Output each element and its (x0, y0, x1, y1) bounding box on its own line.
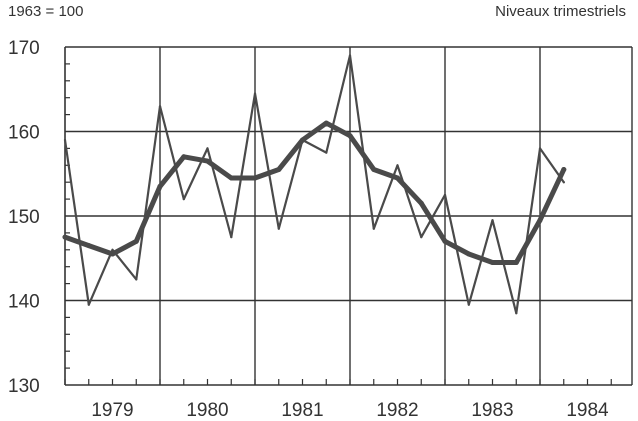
x-tick-label-1983: 1983 (471, 400, 513, 421)
series-point-thin-2 (111, 248, 114, 251)
x-tick-label-1982: 1982 (376, 400, 418, 421)
series-point-thin-12 (348, 54, 352, 57)
series-point-thick-20 (537, 217, 543, 223)
series-point-thin-11 (325, 151, 328, 154)
series-point-thick-1 (86, 243, 92, 249)
series-point-thick-17 (466, 251, 472, 257)
series-point-thin-15 (420, 236, 423, 239)
series-point-thin-18 (491, 219, 494, 222)
series-point-thick-18 (490, 260, 495, 265)
series-point-thin-3 (135, 278, 138, 281)
y-tick-label-140: 140 (8, 292, 40, 313)
series-point-thick-12 (347, 133, 353, 139)
series-point-thick-21 (561, 167, 567, 172)
series-point-thin-13 (372, 227, 375, 230)
series-point-thick-2 (110, 251, 115, 257)
series-point-thick-11 (323, 120, 329, 126)
series-point-thick-4 (157, 183, 163, 189)
series-point-thick-7 (228, 175, 234, 181)
series-point-thin-14 (396, 164, 399, 167)
index-base-label: 1963 = 100 (8, 3, 84, 20)
y-tick-label-160: 160 (8, 123, 40, 144)
label-layer: 130 140 150 160 170 1979 1980 1981 1982 1983 1984 (8, 38, 609, 421)
series-point-thick-16 (442, 238, 448, 244)
series-point-thick-6 (205, 158, 210, 164)
series-point-thin-20 (538, 147, 542, 150)
series-point-thick-13 (371, 167, 377, 172)
axis-layer (64, 47, 632, 386)
x-tick-label-1984: 1984 (566, 400, 609, 421)
series-point-thin-17 (467, 303, 470, 306)
series-point-thick-9 (276, 167, 282, 172)
series-point-thick-19 (513, 260, 519, 265)
series-point-thin-6 (206, 147, 209, 150)
x-tick-label-1980: 1980 (186, 400, 228, 421)
series-point-thin-16 (443, 193, 447, 196)
series-line-thick (62, 120, 567, 265)
series-point-thin-7 (230, 236, 233, 239)
series-point-thin-8 (253, 92, 257, 95)
levels-note-label: Niveaux trimestriels (495, 3, 626, 20)
series-point-thin-1 (87, 303, 90, 306)
grid-layer (65, 46, 633, 385)
series-line-thin (63, 54, 565, 315)
y-tick-label-170: 170 (8, 38, 40, 59)
series-point-thick-14 (395, 175, 400, 181)
series-point-thick-0 (62, 234, 68, 240)
series-point-thin-4 (158, 105, 162, 108)
series-point-thin-9 (277, 227, 280, 230)
series-point-thick-5 (181, 154, 187, 160)
x-tick-label-1981: 1981 (281, 400, 323, 421)
y-tick-label-150: 150 (8, 207, 40, 228)
series-point-thin-19 (515, 312, 518, 315)
series-point-thin-5 (182, 198, 185, 201)
series-layer (62, 54, 567, 315)
x-tick-label-1979: 1979 (91, 400, 133, 421)
y-tick-label-130: 130 (8, 376, 40, 397)
series-point-thick-15 (418, 200, 424, 206)
series-point-thin-21 (562, 181, 565, 184)
series-point-thin-0 (63, 138, 67, 142)
series-point-thick-3 (133, 238, 139, 244)
series-point-thick-8 (252, 175, 258, 181)
series-point-thick-10 (300, 137, 305, 143)
